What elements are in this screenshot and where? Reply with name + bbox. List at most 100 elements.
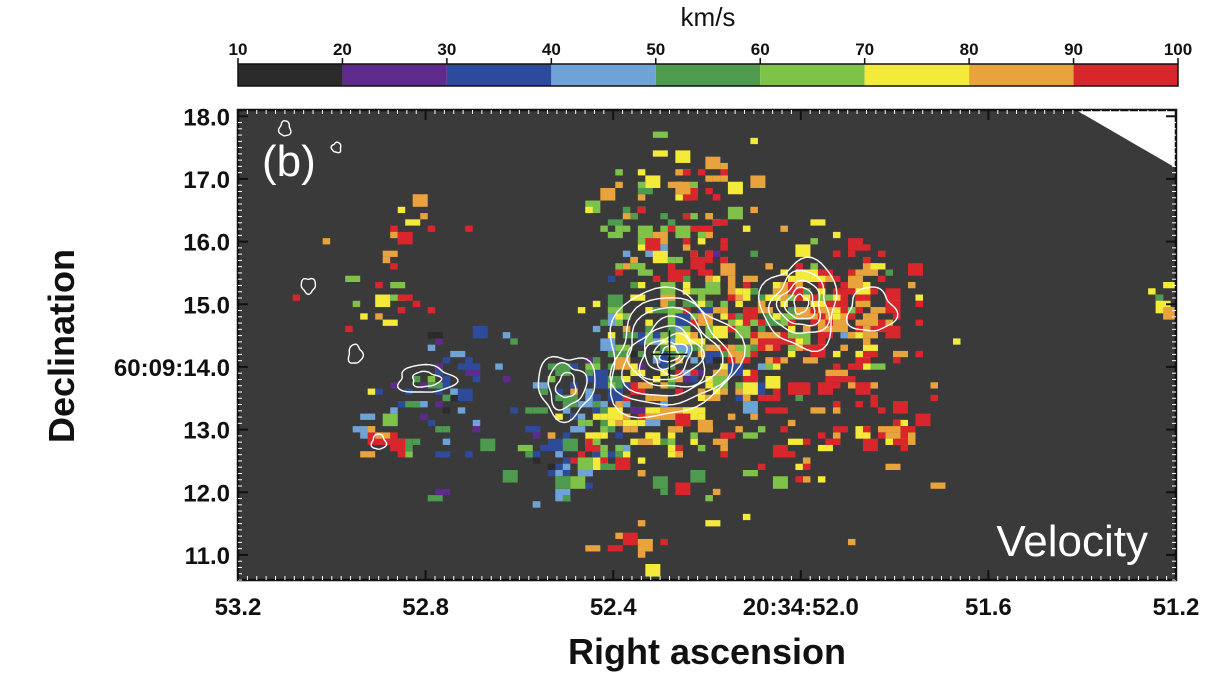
velocity-pixel (502, 376, 511, 383)
y-tick-label: 60:09:14.0 (114, 355, 230, 382)
velocity-pixel (292, 294, 301, 301)
velocity-pixel (555, 470, 563, 477)
velocity-pixel (562, 495, 571, 502)
velocity-pixel (750, 332, 758, 339)
velocity-pixel (870, 363, 886, 370)
velocity-pixel (592, 394, 601, 402)
velocity-pixel (592, 451, 608, 458)
velocity-pixel (660, 488, 668, 496)
velocity-pixel (765, 263, 773, 270)
velocity-pixel (870, 382, 878, 389)
velocity-pixel (862, 438, 871, 445)
center-cross-marker (651, 330, 688, 379)
velocity-pixel (667, 444, 676, 452)
velocity-pixel (877, 426, 886, 433)
panel-label: (b) (262, 137, 316, 186)
velocity-pixel (787, 332, 796, 339)
velocity-pixel (562, 407, 571, 414)
velocity-pixel (697, 313, 713, 320)
velocity-pixel (690, 288, 698, 295)
velocity-pixel (697, 231, 706, 239)
velocity-pixel (382, 413, 398, 427)
velocity-pixel (787, 438, 803, 445)
velocity-pixel (615, 432, 623, 439)
velocity-pixel (345, 325, 353, 333)
velocity-pixel (622, 426, 631, 433)
velocity-pixel (720, 350, 728, 358)
velocity-pixel (660, 282, 676, 295)
velocity-pixel (510, 407, 518, 414)
velocity-pixel (742, 275, 758, 282)
velocity-pixel (630, 263, 646, 270)
velocity-pixel (885, 325, 901, 339)
velocity-pixel (472, 426, 481, 433)
velocity-pixel (427, 307, 436, 314)
velocity-pixel (832, 407, 841, 414)
velocity-pixel (720, 338, 728, 345)
velocity-pixel (547, 376, 556, 383)
velocity-pixel (600, 432, 608, 439)
velocity-pixel (645, 319, 653, 326)
velocity-pixel (870, 394, 878, 402)
velocity-pixel (1148, 288, 1156, 295)
velocity-pixel (427, 495, 443, 502)
velocity-pixel (832, 438, 841, 445)
velocity-pixel (682, 282, 691, 289)
velocity-pixel (705, 156, 721, 170)
velocity-pixel (787, 275, 796, 282)
velocity-pixel (787, 382, 796, 389)
velocity-pixel (930, 482, 946, 489)
velocity-pixel (817, 307, 833, 314)
velocity-pixel (375, 388, 383, 395)
colorbar-tick-label: 60 (751, 40, 770, 59)
velocity-pixel (457, 407, 466, 414)
velocity-pixel (525, 451, 533, 458)
velocity-pixel (847, 382, 856, 389)
velocity-pixel (915, 294, 923, 301)
velocity-pixel (802, 476, 811, 483)
velocity-pixel (525, 407, 533, 414)
contour-line (277, 120, 292, 137)
velocity-pixel (825, 275, 833, 282)
velocity-pixel (607, 545, 623, 552)
velocity-pixel (735, 426, 743, 433)
velocity-pixel (637, 419, 646, 427)
velocity-pixel (630, 369, 638, 376)
velocity-pixel (682, 238, 691, 245)
velocity-pixel (870, 263, 886, 270)
velocity-pixel (690, 376, 698, 383)
contour-line (300, 277, 317, 296)
velocity-pixel (780, 225, 788, 232)
velocity-pixel (555, 394, 563, 402)
velocity-pixel (742, 432, 758, 439)
velocity-pixel (630, 438, 646, 445)
velocity-pixel (532, 432, 541, 439)
velocity-pixel (667, 219, 676, 226)
velocity-pixel (735, 319, 743, 326)
velocity-pixel (757, 294, 766, 301)
velocity-pixel (600, 451, 608, 458)
velocity-pixel (802, 288, 811, 295)
colorbar-bin-60-70 (760, 64, 865, 86)
velocity-pixel (622, 206, 631, 214)
y-tick-label: 16.0 (183, 230, 230, 257)
velocity-pixel (360, 413, 376, 420)
velocity-pixel (622, 382, 631, 389)
velocity-pixel (757, 332, 766, 339)
contour-line (609, 297, 734, 406)
velocity-pixel (472, 376, 481, 383)
velocity-pixel (637, 438, 653, 445)
velocity-pixel (637, 363, 646, 370)
velocity-pixel (810, 300, 826, 308)
velocity-pixel (382, 256, 391, 264)
y-tick-label: 13.0 (183, 418, 230, 445)
velocity-pixel (607, 231, 623, 239)
colorbar-ticks: 10 20 30 40 50 60 70 80 90 100 (229, 40, 1192, 64)
velocity-pixel (705, 188, 713, 195)
velocity-pixel (817, 269, 833, 276)
velocity-pixel (787, 350, 796, 358)
velocity-pixel (705, 520, 721, 527)
velocity-pixel (750, 206, 758, 214)
velocity-pixel (735, 382, 743, 389)
velocity-pixel (705, 282, 721, 295)
